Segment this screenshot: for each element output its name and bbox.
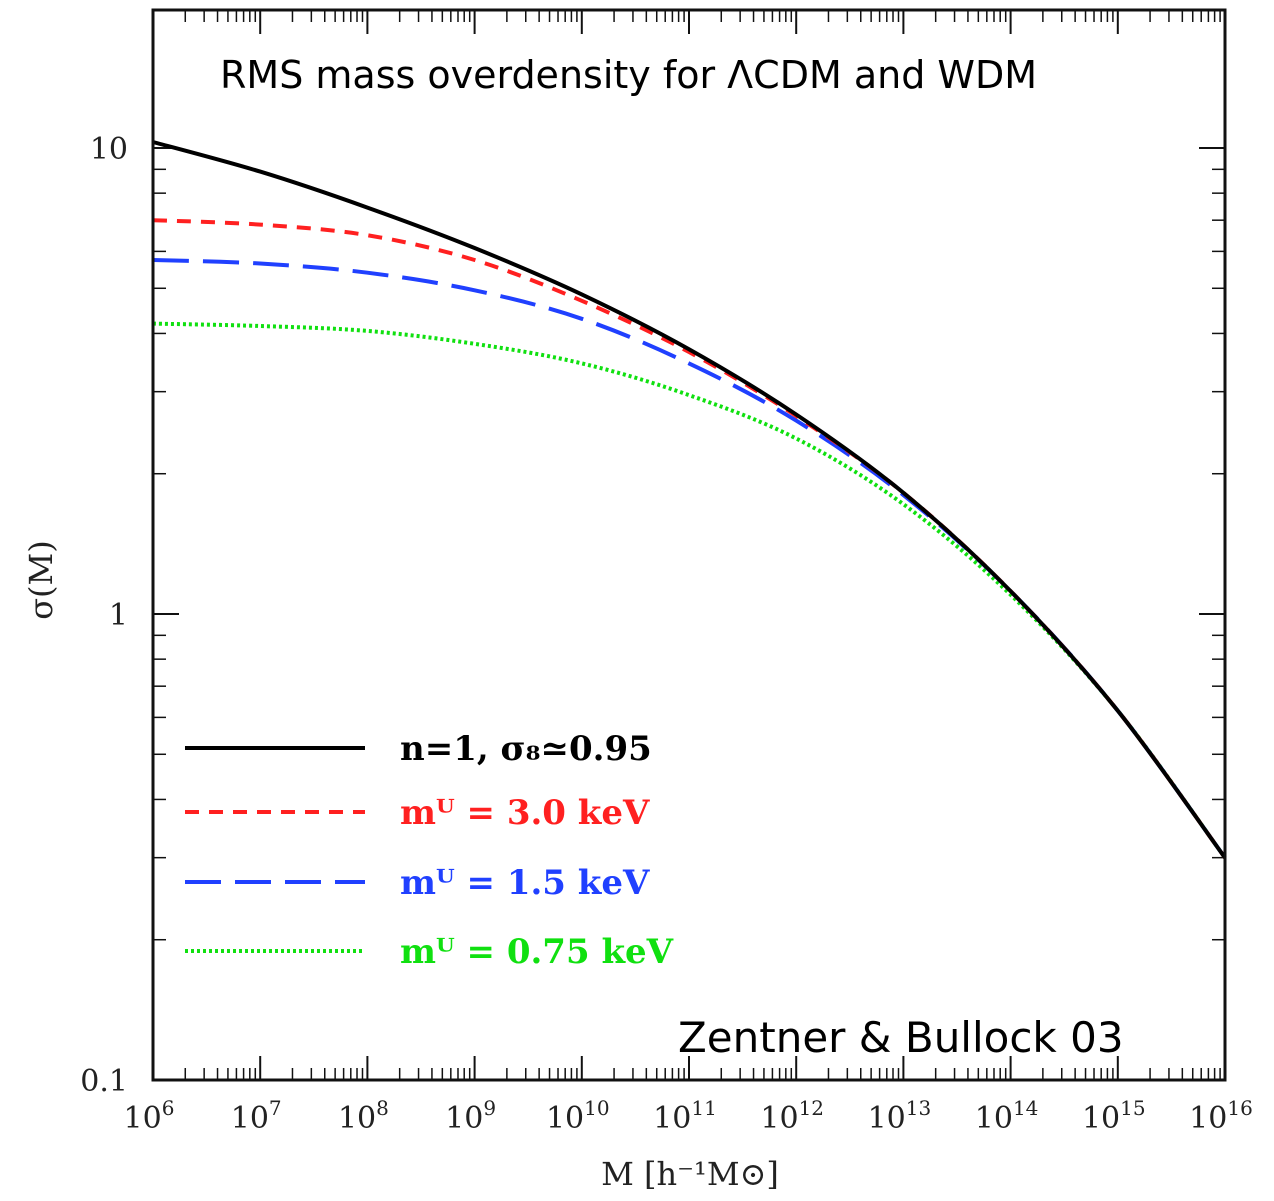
series-layer	[152, 140, 1227, 859]
series-line-0	[152, 140, 1227, 859]
y-tick-label: 10	[90, 132, 128, 167]
x-tick-label: 108	[338, 1096, 389, 1136]
x-tick-label: 1016	[1189, 1096, 1253, 1136]
y-axis-label: σ(M)	[22, 540, 60, 620]
legend-label-0: n=1, σ₈≃0.95	[400, 729, 652, 769]
x-tick-label: 1015	[1082, 1096, 1146, 1136]
x-tick-labels: 106 107 108 109 1010 1011 1012 1013 1014 1015 1016	[124, 1096, 1253, 1136]
x-tick-label: 1010	[546, 1096, 610, 1136]
plot-frame	[151, 8, 1227, 1082]
chart-title: RMS mass overdensity for ΛCDM and WDM	[220, 53, 1037, 97]
legend: n=1, σ₈≃0.95 mᵂ = 3.0 keV mᵂ = 1.5 keV mᵂ =…	[185, 729, 674, 972]
y-tick-label: 0.1	[80, 1064, 128, 1099]
major-ticks	[152, 10, 1226, 1081]
x-tick-label: 1013	[868, 1096, 932, 1136]
citation-annotation: Zentner & Bullock 03	[678, 1013, 1124, 1062]
legend-label-3: mᵂ = 0.75 keV	[400, 932, 674, 972]
x-tick-label: 1012	[760, 1096, 824, 1136]
x-axis-label: M [h⁻¹M⊙]	[601, 1155, 779, 1193]
x-tick-label: 1011	[653, 1096, 717, 1136]
y-tick-labels: 10 1 0.1	[80, 132, 128, 1099]
x-tick-label: 106	[124, 1096, 175, 1136]
series-line-3	[152, 321, 1227, 859]
y-tick-label: 1	[109, 598, 128, 633]
x-tick-label: 107	[231, 1096, 282, 1136]
x-tick-label: 109	[445, 1096, 496, 1136]
x-tick-label: 1014	[975, 1096, 1039, 1136]
minor-ticks	[153, 10, 1225, 1080]
series-line-1	[152, 218, 1227, 859]
legend-label-2: mᵂ = 1.5 keV	[400, 863, 650, 903]
legend-label-1: mᵂ = 3.0 keV	[400, 793, 650, 833]
